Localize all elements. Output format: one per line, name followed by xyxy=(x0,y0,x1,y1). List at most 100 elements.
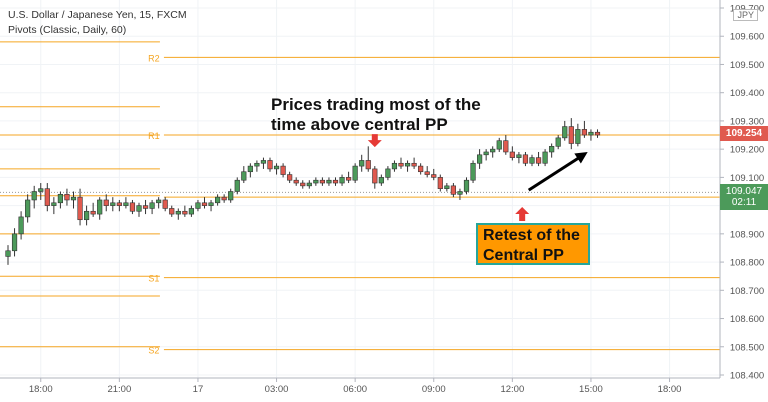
candle-body xyxy=(568,126,574,144)
price-tick-label: 108.900 xyxy=(730,229,764,240)
candle-body xyxy=(418,165,424,173)
candle-body xyxy=(594,131,601,136)
price-tick-label: 109.600 xyxy=(730,32,764,43)
price-tick-label: 109.500 xyxy=(730,60,764,71)
candle-body xyxy=(424,171,430,175)
price-tick-label: 109.100 xyxy=(730,173,764,184)
candle-body xyxy=(463,179,470,192)
candle-body xyxy=(247,165,253,173)
time-tick-label: 17 xyxy=(193,384,204,395)
candle-body xyxy=(365,160,371,170)
candle-body xyxy=(84,210,90,221)
candle-body xyxy=(352,165,358,181)
candle-body xyxy=(44,188,50,206)
candle-body xyxy=(444,185,450,189)
time-tick-label: 09:00 xyxy=(422,384,446,395)
candle-body xyxy=(562,126,568,139)
bar-countdown: 02:11 xyxy=(731,197,757,209)
candle-body xyxy=(457,191,463,195)
candle-body xyxy=(208,202,214,206)
candle-body xyxy=(542,151,548,164)
annotation-line-1: Prices trading most of the xyxy=(271,95,481,114)
annotation-line-2: time above central PP xyxy=(271,115,448,134)
pivot-label-r1: R1 xyxy=(148,131,160,141)
indicator-label: Pivots (Classic, Daily, 60) xyxy=(8,24,127,36)
candle-body xyxy=(267,160,273,170)
price-tick-label: 109.300 xyxy=(730,116,764,127)
candle-body xyxy=(345,177,352,181)
close-price-tag: 109.047 02:11 xyxy=(720,184,768,211)
candle-body xyxy=(522,154,529,164)
candle-body xyxy=(260,160,267,164)
time-tick-label: 21:00 xyxy=(107,384,131,395)
symbol-title: U.S. Dollar / Japanese Yen, 15, FXCM xyxy=(8,9,187,21)
candle-body xyxy=(398,162,404,167)
price-tick-label: 108.400 xyxy=(730,371,764,382)
callout-arrows xyxy=(367,134,588,222)
candle-body xyxy=(77,196,83,221)
arrow-up-icon xyxy=(515,207,530,222)
candle-body xyxy=(129,202,136,212)
candle-body xyxy=(90,210,96,215)
candle-body xyxy=(18,216,24,235)
chart-header: U.S. Dollar / Japanese Yen, 15, FXCM Piv… xyxy=(8,8,187,38)
candle-body xyxy=(581,129,587,136)
candle-body xyxy=(391,162,398,170)
candle-body xyxy=(254,162,260,167)
price-tick-label: 109.400 xyxy=(730,88,764,99)
candle-body xyxy=(476,154,483,164)
time-tick-label: 18:00 xyxy=(29,384,53,395)
candle-body xyxy=(188,208,195,215)
candle-body xyxy=(25,199,31,218)
candle-body xyxy=(483,151,489,156)
price-tick-label: 108.600 xyxy=(730,314,764,325)
candle-body xyxy=(313,179,319,184)
candle-body xyxy=(169,208,175,215)
candle-body xyxy=(116,202,122,206)
candle-body xyxy=(516,154,522,158)
pivot-lines: R2 R1 S1 S2 xyxy=(0,41,720,356)
candle-body xyxy=(470,162,476,181)
time-tick-label: 12:00 xyxy=(500,384,524,395)
candle-body xyxy=(437,177,443,189)
grid-lines xyxy=(0,0,720,378)
candle-body xyxy=(509,151,515,158)
candle-body xyxy=(503,140,509,153)
candle-body xyxy=(31,191,37,201)
candle-body xyxy=(332,179,339,184)
candle-body xyxy=(273,165,280,170)
candle-body xyxy=(57,194,63,204)
pivot-label-r2: R2 xyxy=(148,53,160,63)
pivot-label-s1: S1 xyxy=(148,274,159,284)
candle-body xyxy=(339,177,345,184)
candle-body xyxy=(404,162,411,167)
price-tick-label: 108.500 xyxy=(730,342,764,353)
candle-body xyxy=(293,179,299,184)
candle-body xyxy=(38,188,44,192)
candles xyxy=(5,118,601,265)
candle-body xyxy=(110,202,116,206)
pivot-label-s2: S2 xyxy=(148,346,159,356)
candle-body xyxy=(162,199,168,209)
candle-body xyxy=(490,148,496,153)
candle-body xyxy=(51,202,57,206)
time-tick-label: 18:00 xyxy=(658,384,682,395)
annotation-box-line-1: Retest of the xyxy=(483,227,580,244)
candle-body xyxy=(136,205,142,212)
candle-body xyxy=(450,185,457,195)
candle-body xyxy=(97,199,103,215)
candle-body xyxy=(175,210,181,215)
arrow-down-icon xyxy=(367,134,382,148)
candle-body xyxy=(182,210,188,215)
candle-body xyxy=(280,165,286,175)
candle-body xyxy=(300,182,306,187)
candle-body xyxy=(215,196,221,204)
candle-body xyxy=(228,191,234,201)
candle-body xyxy=(378,177,384,184)
currency-badge[interactable]: JPY xyxy=(733,9,758,21)
candle-body xyxy=(359,160,365,167)
candle-body xyxy=(149,202,155,209)
candle-body xyxy=(142,205,149,209)
time-axis[interactable]: 18:00 21:00 17 03:00 06:00 09:00 12:00 15:00 18:… xyxy=(0,377,720,395)
